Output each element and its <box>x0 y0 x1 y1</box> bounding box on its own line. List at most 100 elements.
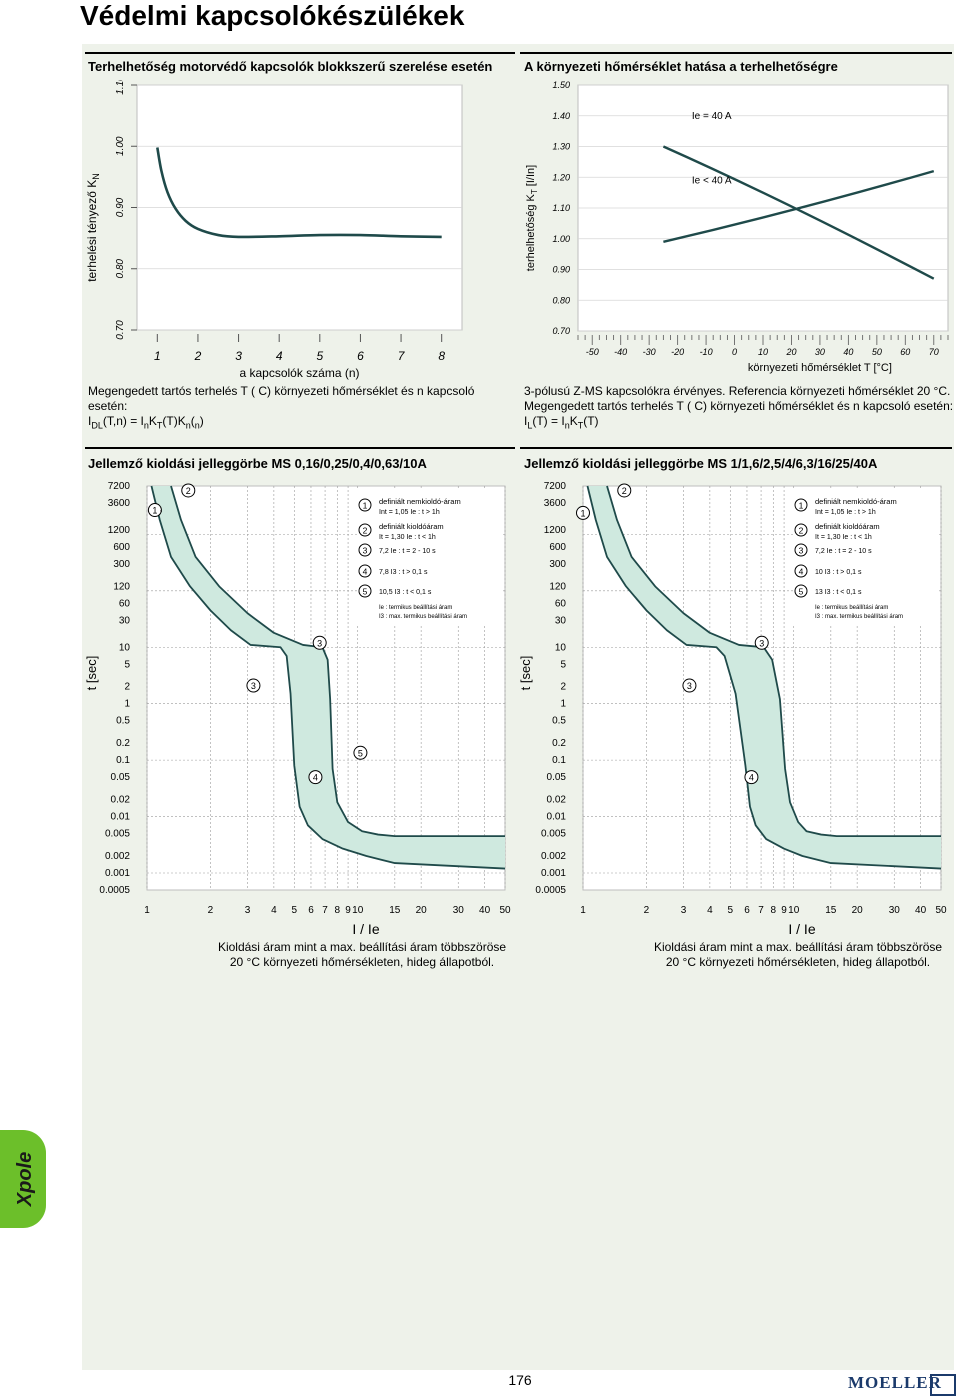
section-rule-right <box>520 52 952 54</box>
legend-item-title: definiált kioldóáram <box>379 522 444 531</box>
x-tick-label: 40 <box>479 905 491 916</box>
y-tick-label: 1 <box>560 699 566 710</box>
legend-marker <box>358 543 372 557</box>
trip-chart-1-caption: Kioldási áram mint a max. beállítási ára… <box>192 940 532 970</box>
marker-circle <box>312 635 327 650</box>
group-chart-title: Terhelhetőség motorvédő kapcsolók blokks… <box>88 59 493 74</box>
legend-marker <box>358 523 372 537</box>
marker-circle <box>147 503 162 518</box>
y-tick-label: 0.02 <box>547 795 567 806</box>
x-tick-label: 1 <box>580 905 586 916</box>
x-tick-label: 2 <box>208 905 214 916</box>
x-tick-label: 8 <box>438 349 445 363</box>
legend-note: Ie : termikus beállítási áram <box>815 605 888 611</box>
x-tick-label: 9 <box>781 905 787 916</box>
y-tick-label: 0.05 <box>547 772 567 783</box>
y-tick-label: 0.5 <box>552 716 566 727</box>
y-tick-label: 7200 <box>108 481 131 492</box>
legend-item-detail: 13 I3 : t < 0,1 s <box>815 589 862 596</box>
group-factor-curve <box>156 147 442 239</box>
x-tick-label: 15 <box>825 905 837 916</box>
y-tick-label: 0.005 <box>541 829 566 840</box>
marker-circle <box>617 483 632 498</box>
x-tick-label: 8 <box>335 905 341 916</box>
left-note: Megengedett tartós terhelés T ( C) körny… <box>88 384 516 433</box>
trip-chart-2-caption: Kioldási áram mint a max. beállítási ára… <box>628 940 960 970</box>
marker-label: 2 <box>186 486 191 496</box>
temperature-chart: 0.70 0.80 0.90 1.00 1.10 1.20 1.30 1.40 1.50 -50 -… <box>525 80 949 374</box>
trip-chart-1: 1 2 3 4 5 6 7 8 9 10 15 20 30 40 507200360012006003001… <box>84 481 511 937</box>
x-tick-label: 3 <box>681 905 687 916</box>
x-tick-label: 40 <box>915 905 927 916</box>
y-tick-label: 2 <box>124 682 130 693</box>
legend-item-title: definiált kioldóáram <box>815 522 880 531</box>
right-note-formula: IL(T) = InKT(T) <box>524 414 599 431</box>
x-tick-label: 40 <box>843 347 853 357</box>
legend-box <box>793 490 938 625</box>
marker-circle <box>246 678 261 693</box>
marker-circle <box>576 505 590 520</box>
trip-band-upper-edge <box>606 485 941 838</box>
y-tick-label: 0.70 <box>115 320 126 340</box>
legend-marker-label: 5 <box>363 587 368 597</box>
right-note-text-2: Megengedett tartós terhelés T ( C) körny… <box>524 399 954 413</box>
x-tick-label: 3 <box>235 349 242 363</box>
temperature-series-label: Ie < 40 A <box>692 175 732 186</box>
legend-marker <box>794 584 808 598</box>
trip-chart-2: 1 2 3 4 5 6 7 8 9 10 15 20 30 40 507200360012006003001… <box>518 481 947 937</box>
y-tick-label: 300 <box>549 559 566 570</box>
legend-item-detail: It = 1,30 Ie : t < 1h <box>815 534 872 541</box>
x-tick-label: 50 <box>499 905 511 916</box>
y-tick-label: 120 <box>549 581 566 592</box>
legend-marker <box>358 584 372 598</box>
marker-label: 4 <box>313 773 318 783</box>
y-tick-label: 0.001 <box>105 868 130 879</box>
y-axis-label-sub: T <box>530 189 539 194</box>
y-tick-label: 1.00 <box>115 136 126 156</box>
section-rule-trip-left <box>85 447 515 449</box>
y-tick-label: 10 <box>555 642 567 653</box>
y-tick-label: 0.90 <box>115 197 126 217</box>
marker-circle <box>744 770 759 785</box>
y-tick-label: 600 <box>113 542 130 553</box>
y-tick-label: 0.70 <box>552 326 570 336</box>
marker-label: 3 <box>759 638 764 648</box>
legend-item-detail: 7,2 Ie : t = 2 - 10 s <box>815 548 872 555</box>
trip-chart-2-caption-line2: 20 °C környezeti hőmérsékleten, hideg ál… <box>665 955 931 969</box>
y-tick-label: 0.0005 <box>535 885 566 896</box>
x-tick-label: 7 <box>398 349 406 363</box>
y-tick-label: 0.5 <box>116 716 130 727</box>
x-tick-label: 2 <box>644 905 650 916</box>
x-tick-label: 10 <box>758 347 768 357</box>
y-axis-label: t [sec] <box>84 656 99 691</box>
x-tick-label: 8 <box>771 905 777 916</box>
y-tick-label: 1.30 <box>552 142 570 152</box>
x-tick-label: -10 <box>700 347 713 357</box>
legend-marker-label: 2 <box>363 526 368 536</box>
x-tick-label: 20 <box>416 905 428 916</box>
marker-label: 3 <box>687 681 692 691</box>
y-tick-label: 1.10 <box>552 203 570 213</box>
y-tick-label: 1200 <box>108 525 131 536</box>
x-tick-label: 10 <box>788 905 800 916</box>
y-tick-label: 600 <box>549 542 566 553</box>
x-axis-label: I / Ie <box>352 921 379 937</box>
legend-marker-label: 3 <box>799 546 804 556</box>
legend-marker <box>794 564 808 578</box>
legend-note: I3 : max. termikus beállítási áram <box>379 614 467 620</box>
marker-circle <box>682 678 697 693</box>
x-tick-label: 3 <box>245 905 251 916</box>
legend-note: Ie : termikus beállítási áram <box>379 605 452 611</box>
legend-marker-label: 2 <box>799 526 804 536</box>
x-tick-label: 20 <box>852 905 864 916</box>
legend-marker-label: 5 <box>799 587 804 597</box>
marker-circle <box>181 483 196 498</box>
y-tick-label: 0.01 <box>547 812 567 823</box>
temperature-series-2 <box>663 169 935 243</box>
section-rule-left <box>85 52 515 54</box>
y-axis-label: terhelési tényező KN <box>85 173 101 282</box>
y-axis-label-sub: N <box>91 173 101 180</box>
y-tick-label: 0.0005 <box>99 885 130 896</box>
legend-item-detail: 7,8 I3 : t > 0,1 s <box>379 569 428 576</box>
right-note: 3-pólusú Z-MS kapcsolókra érvényes. Refe… <box>524 384 954 433</box>
